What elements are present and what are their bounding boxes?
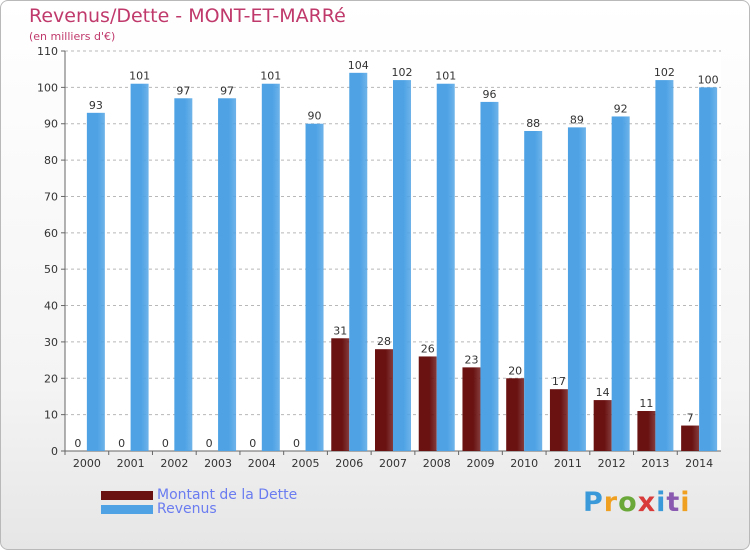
data-label-revenus: 100 (698, 73, 719, 86)
data-label-revenus: 102 (654, 66, 675, 79)
y-tick-label: 0 (51, 445, 58, 458)
bar-revenus (305, 123, 324, 452)
data-label-dette: 28 (377, 335, 391, 348)
logo-letter: t (666, 487, 681, 518)
legend-label-revenus: Revenus (157, 501, 217, 517)
data-label-revenus: 104 (348, 59, 369, 72)
data-label-dette: 0 (249, 437, 256, 450)
data-label-dette: 0 (293, 437, 300, 450)
bar-revenus (174, 98, 193, 451)
bar-revenus (655, 80, 674, 451)
bar-revenus (699, 87, 718, 451)
data-label-dette: 0 (74, 437, 81, 450)
x-tick-label: 2006 (335, 457, 363, 470)
data-label-revenus: 89 (570, 113, 584, 126)
legend-label-dette: Montant de la Dette (157, 487, 298, 503)
logo-letter: x (637, 487, 657, 518)
proxiti-logo: Proxiti (583, 487, 691, 518)
bar-revenus (349, 72, 368, 452)
bar-dette (418, 356, 437, 451)
data-label-dette: 0 (162, 437, 169, 450)
data-label-dette: 0 (206, 437, 213, 450)
data-label-revenus: 88 (526, 117, 540, 130)
bar-dette (375, 349, 393, 451)
data-label-revenus: 97 (220, 84, 234, 97)
data-label-revenus: 92 (614, 102, 628, 115)
data-label-dette: 20 (508, 364, 522, 377)
x-tick-label: 2005 (292, 457, 320, 470)
x-tick-label: 2009 (466, 457, 494, 470)
legend-item-revenus: Revenus (101, 501, 217, 517)
chart-subtitle: (en milliers d'€) (29, 30, 116, 43)
data-label-revenus: 90 (308, 110, 322, 123)
logo-letter: P (583, 487, 604, 518)
logo-letter: i (680, 487, 691, 518)
x-tick-label: 2001 (117, 457, 145, 470)
bar-revenus (436, 83, 455, 452)
data-label-revenus: 93 (89, 99, 103, 112)
bar-dette (331, 338, 350, 451)
y-tick-label: 90 (44, 118, 58, 131)
legend-swatch-dette (101, 490, 153, 500)
data-label-revenus: 96 (482, 88, 496, 101)
logo-letter: i (656, 487, 667, 518)
data-label-revenus: 101 (129, 70, 150, 83)
bar-dette (593, 400, 612, 451)
data-label-dette: 17 (552, 375, 566, 388)
x-tick-label: 2002 (160, 457, 188, 470)
data-label-dette: 0 (118, 437, 125, 450)
bar-revenus (86, 112, 105, 452)
bar-dette (462, 367, 481, 451)
y-tick-label: 60 (44, 227, 58, 240)
y-tick-label: 80 (44, 154, 58, 167)
y-tick-label: 110 (37, 45, 58, 58)
bar-revenus (567, 127, 586, 451)
data-label-revenus: 97 (176, 84, 190, 97)
bar-revenus (524, 131, 543, 451)
x-tick-label: 2013 (641, 457, 669, 470)
y-tick-label: 10 (44, 409, 58, 422)
logo-letter: o (618, 487, 638, 518)
data-label-dette: 11 (639, 397, 653, 410)
bar-revenus (480, 101, 499, 451)
data-label-dette: 31 (333, 324, 347, 337)
data-label-revenus: 101 (435, 70, 456, 83)
chart-title: Revenus/Dette - MONT-ET-MARRé (29, 5, 346, 27)
x-tick-label: 2012 (598, 457, 626, 470)
data-label-revenus: 101 (260, 70, 281, 83)
x-tick-label: 2014 (685, 457, 713, 470)
bar-dette (681, 425, 700, 451)
data-label-dette: 7 (687, 412, 694, 425)
legend-swatch-revenus (101, 504, 153, 514)
x-tick-label: 2010 (510, 457, 538, 470)
legend-item-dette: Montant de la Dette (101, 487, 298, 503)
bar-revenus (130, 83, 149, 452)
y-tick-label: 40 (44, 300, 58, 313)
bar-dette (549, 389, 568, 451)
x-tick-label: 2000 (73, 457, 101, 470)
bar-dette (506, 378, 525, 451)
y-tick-label: 50 (44, 263, 58, 276)
bar-revenus (261, 83, 280, 452)
x-tick-label: 2011 (554, 457, 582, 470)
data-label-dette: 23 (464, 353, 478, 366)
y-tick-label: 70 (44, 190, 58, 203)
data-label-revenus: 102 (392, 66, 413, 79)
bar-dette (637, 411, 656, 451)
x-tick-label: 2004 (248, 457, 276, 470)
y-tick-label: 30 (44, 336, 58, 349)
data-label-dette: 26 (421, 342, 435, 355)
bar-revenus (393, 80, 411, 451)
y-tick-label: 100 (37, 81, 58, 94)
bar-revenus (218, 98, 237, 451)
bar-revenus (611, 116, 630, 452)
x-tick-label: 2003 (204, 457, 232, 470)
x-tick-label: 2008 (423, 457, 451, 470)
x-tick-label: 2007 (379, 457, 407, 470)
data-label-dette: 14 (596, 386, 610, 399)
y-tick-label: 20 (44, 372, 58, 385)
logo-letter: r (603, 487, 619, 518)
